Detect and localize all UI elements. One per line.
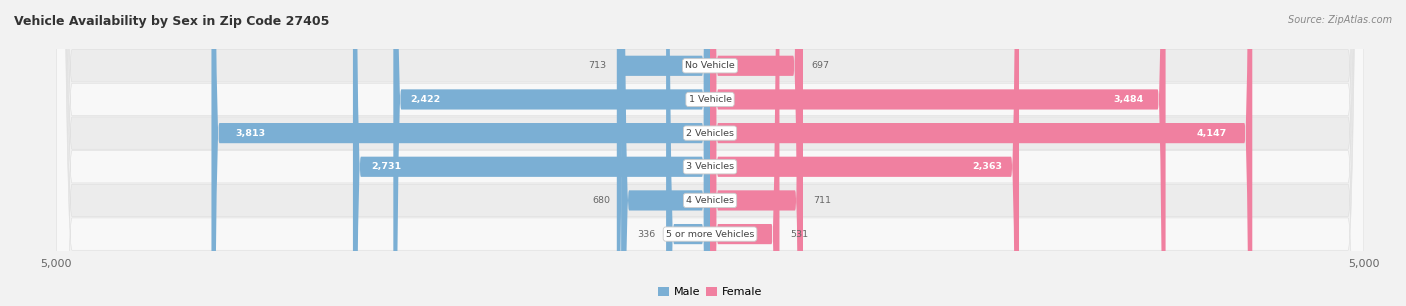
Text: 3,813: 3,813 bbox=[235, 129, 266, 138]
FancyBboxPatch shape bbox=[56, 0, 1364, 306]
FancyBboxPatch shape bbox=[56, 0, 1364, 306]
FancyBboxPatch shape bbox=[710, 0, 803, 306]
Text: 2,422: 2,422 bbox=[411, 95, 440, 104]
Text: 5 or more Vehicles: 5 or more Vehicles bbox=[666, 230, 754, 239]
Text: 3 Vehicles: 3 Vehicles bbox=[686, 162, 734, 171]
FancyBboxPatch shape bbox=[56, 0, 1364, 306]
FancyBboxPatch shape bbox=[56, 0, 1364, 306]
Text: 680: 680 bbox=[593, 196, 610, 205]
FancyBboxPatch shape bbox=[710, 0, 779, 306]
FancyBboxPatch shape bbox=[617, 0, 710, 306]
Text: 711: 711 bbox=[814, 196, 831, 205]
Text: 3,484: 3,484 bbox=[1114, 95, 1143, 104]
FancyBboxPatch shape bbox=[710, 0, 1166, 306]
Legend: Male, Female: Male, Female bbox=[654, 282, 766, 302]
Text: 2,731: 2,731 bbox=[371, 162, 401, 171]
FancyBboxPatch shape bbox=[56, 0, 1364, 306]
Text: 2 Vehicles: 2 Vehicles bbox=[686, 129, 734, 138]
FancyBboxPatch shape bbox=[56, 0, 1364, 306]
Text: Vehicle Availability by Sex in Zip Code 27405: Vehicle Availability by Sex in Zip Code … bbox=[14, 15, 329, 28]
Text: No Vehicle: No Vehicle bbox=[685, 61, 735, 70]
Text: 531: 531 bbox=[790, 230, 808, 239]
Text: 4 Vehicles: 4 Vehicles bbox=[686, 196, 734, 205]
Text: 4,147: 4,147 bbox=[1197, 129, 1226, 138]
Text: Source: ZipAtlas.com: Source: ZipAtlas.com bbox=[1288, 15, 1392, 25]
FancyBboxPatch shape bbox=[621, 0, 710, 306]
FancyBboxPatch shape bbox=[353, 0, 710, 306]
Text: 697: 697 bbox=[811, 61, 830, 70]
Text: 713: 713 bbox=[588, 61, 606, 70]
Text: 1 Vehicle: 1 Vehicle bbox=[689, 95, 731, 104]
FancyBboxPatch shape bbox=[666, 0, 710, 306]
FancyBboxPatch shape bbox=[710, 0, 1253, 306]
Text: 2,363: 2,363 bbox=[973, 162, 1002, 171]
FancyBboxPatch shape bbox=[394, 0, 710, 306]
FancyBboxPatch shape bbox=[710, 0, 1019, 306]
FancyBboxPatch shape bbox=[211, 0, 710, 306]
Text: 336: 336 bbox=[637, 230, 655, 239]
FancyBboxPatch shape bbox=[710, 0, 801, 306]
